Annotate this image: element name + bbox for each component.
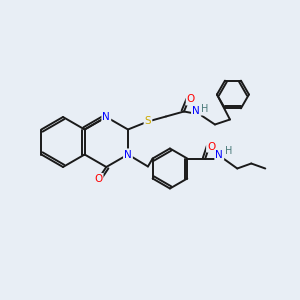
Text: H: H [201,104,208,115]
Text: H: H [225,146,232,155]
Text: S: S [145,116,151,127]
Text: N: N [102,112,110,122]
Text: O: O [207,142,215,152]
Text: N: N [124,149,132,160]
Text: N: N [215,149,223,160]
Text: N: N [192,106,200,116]
Text: O: O [187,94,195,104]
Text: O: O [94,174,102,184]
